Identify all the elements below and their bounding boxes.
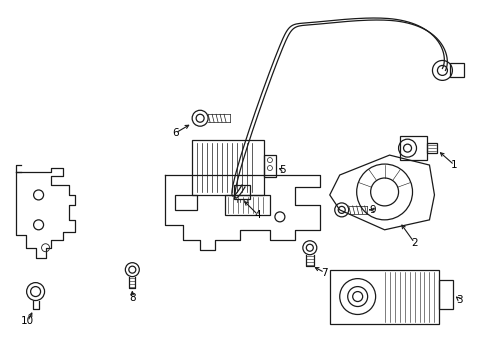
Text: 2: 2 [411, 238, 418, 248]
Bar [225, 195, 270, 215]
Text: 10: 10 [21, 316, 34, 327]
Bar [440, 280, 453, 310]
Text: 1: 1 [451, 160, 458, 170]
Text: 6: 6 [172, 128, 178, 138]
Bar [399, 136, 427, 160]
Bar [234, 185, 250, 199]
Bar [175, 195, 197, 210]
Bar [427, 143, 438, 153]
Bar [330, 270, 440, 324]
Text: 9: 9 [369, 205, 376, 215]
Text: 7: 7 [321, 267, 328, 278]
Text: 5: 5 [280, 165, 286, 175]
Bar [450, 63, 465, 77]
Text: 8: 8 [129, 293, 136, 302]
Bar [264, 155, 276, 177]
Text: 3: 3 [456, 294, 463, 305]
Text: 4: 4 [255, 210, 261, 220]
Bar [192, 140, 264, 195]
